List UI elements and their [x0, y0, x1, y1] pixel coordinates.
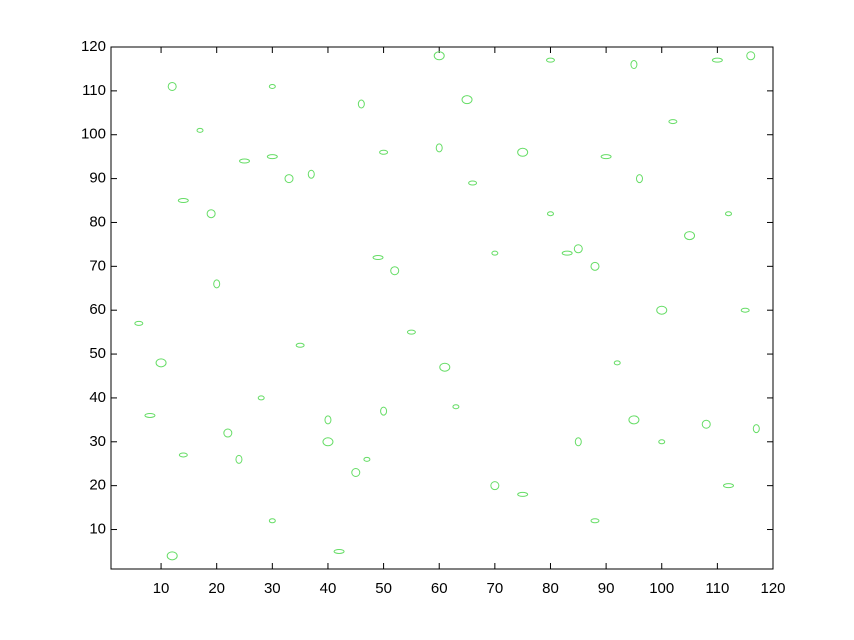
contour-blob	[268, 518, 276, 524]
contour-blob	[177, 198, 189, 204]
contour-blob	[307, 169, 315, 179]
contour-blob	[600, 154, 612, 160]
x-tick-label: 10	[153, 580, 170, 597]
y-tick-label: 20	[89, 477, 106, 494]
contour-blob	[433, 51, 445, 61]
contour-blob	[144, 412, 156, 418]
contour-blob	[372, 255, 384, 261]
contour-blob	[561, 250, 573, 256]
contour-blob	[684, 231, 696, 241]
contour-blob	[574, 437, 582, 447]
contour-blob	[517, 491, 529, 497]
x-tick-label: 70	[487, 580, 504, 597]
contour-blob	[491, 250, 499, 256]
contour-blob	[613, 360, 621, 366]
x-tick-label: 90	[598, 580, 615, 597]
contour-blob	[213, 279, 221, 289]
contour-blob	[573, 244, 583, 254]
contour-blob	[752, 424, 760, 434]
contour-blob	[452, 404, 460, 410]
contour-blob	[239, 158, 251, 164]
y-tick-label: 50	[89, 345, 106, 362]
y-tick-label: 70	[89, 257, 106, 274]
contour-blob	[490, 481, 500, 491]
x-tick-label: 110	[705, 580, 729, 597]
contour-blob	[380, 406, 388, 416]
contour-blob	[546, 211, 554, 217]
x-tick-label: 20	[208, 580, 225, 597]
contour-blob	[390, 266, 400, 276]
contour-blob	[166, 551, 178, 561]
contour-blob	[155, 358, 167, 368]
contour-blob	[461, 95, 473, 105]
contour-blob	[235, 454, 243, 464]
contour-blob	[635, 174, 643, 184]
contour-blob	[724, 211, 732, 217]
contour-blob	[257, 395, 265, 401]
contour-blob	[590, 518, 600, 524]
contour-blob	[295, 342, 305, 348]
contour-blob	[517, 147, 529, 157]
contour-blob	[656, 305, 668, 315]
contour-blob	[740, 307, 750, 313]
x-tick-label: 100	[649, 580, 674, 597]
contour-blob	[439, 362, 451, 372]
contour-blob	[223, 428, 233, 438]
contour-blob	[628, 415, 640, 425]
contour-blob	[545, 57, 555, 63]
y-tick-label: 100	[81, 126, 106, 143]
contour-blob	[590, 261, 600, 271]
axes-box	[110, 46, 774, 570]
contour-blob	[658, 439, 666, 445]
x-tick-label: 50	[375, 580, 392, 597]
x-tick-label: 60	[431, 580, 448, 597]
contour-blob	[206, 209, 216, 219]
contour-blob	[351, 467, 361, 477]
contour-blob	[435, 143, 443, 153]
contour-blob	[363, 456, 371, 462]
contour-blob	[266, 154, 278, 160]
y-tick-label: 110	[82, 82, 106, 99]
contour-blob	[333, 548, 345, 554]
x-tick-label: 30	[264, 580, 281, 597]
x-tick-label: 80	[542, 580, 559, 597]
x-tick-label: 40	[320, 580, 337, 597]
contour-blob	[711, 57, 723, 63]
contour-blob	[468, 180, 478, 186]
contour-blob	[722, 483, 734, 489]
y-tick-label: 30	[89, 433, 106, 450]
contour-blob	[630, 60, 638, 70]
contour-blob	[178, 452, 188, 458]
contour-blob	[268, 83, 276, 89]
x-tick-label: 120	[760, 580, 785, 597]
contour-blob	[668, 119, 678, 125]
contour-blob	[746, 51, 756, 61]
contour-blob	[196, 127, 204, 133]
y-tick-label: 10	[89, 520, 106, 537]
y-tick-label: 40	[89, 389, 106, 406]
y-tick-label: 80	[89, 213, 106, 230]
contour-blob	[322, 437, 334, 447]
y-tick-label: 120	[81, 38, 106, 55]
contour-blob	[379, 149, 389, 155]
y-tick-label: 90	[89, 170, 106, 187]
contour-blob	[701, 419, 711, 429]
contour-blob	[406, 329, 416, 335]
contour-blob	[134, 320, 144, 326]
contour-blob	[284, 174, 294, 184]
contour-blob	[357, 99, 365, 109]
contour-blob	[167, 81, 177, 91]
contour-blob	[324, 415, 332, 425]
y-tick-label: 60	[89, 301, 106, 318]
